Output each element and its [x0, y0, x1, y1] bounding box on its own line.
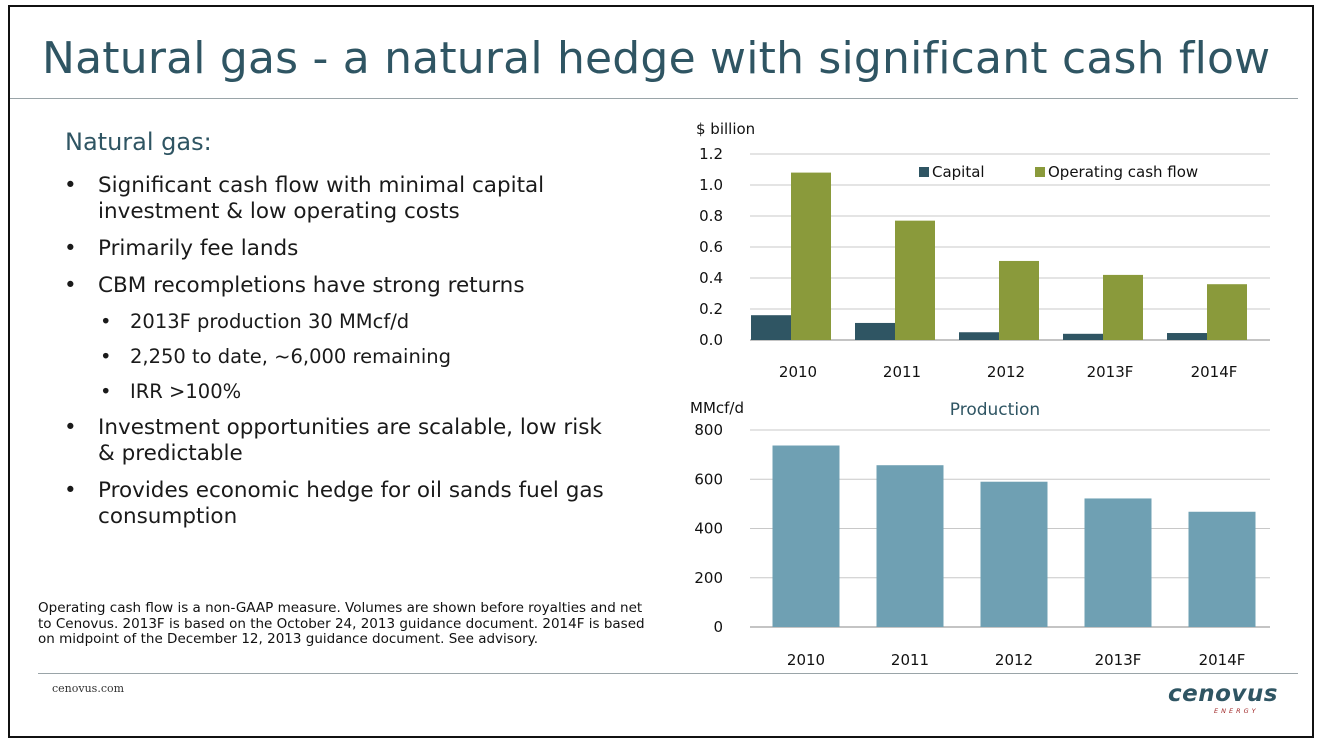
title-divider — [10, 98, 1298, 99]
cash-flow-chart: $ billion 0.0 0.2 0.4 0.6 0.8 1.0 1.2 2010 2011 20… — [696, 120, 1270, 381]
bullet-list: Significant cash flow with minimal capit… — [62, 173, 622, 541]
website-link[interactable]: cenovus.com — [52, 682, 125, 695]
slide-title: Natural gas - a natural hedge with signi… — [42, 33, 1271, 84]
bullet-item: Primarily fee lands — [62, 236, 622, 262]
logo-wordmark: cenovus — [1168, 681, 1278, 707]
logo-tagline: ENERGY — [1214, 707, 1259, 715]
bar-operating-cash-flow — [999, 260, 1039, 340]
legend-label-capital: Capital — [932, 163, 985, 181]
bar-capital — [1063, 333, 1103, 340]
bar-operating-cash-flow — [895, 220, 935, 340]
y-tick-label: 200 — [694, 569, 723, 587]
y-tick-label: 0.0 — [699, 331, 723, 349]
bar-operating-cash-flow — [1207, 284, 1247, 340]
section-subhead: Natural gas: — [65, 128, 212, 156]
y-tick-label: 0.4 — [699, 269, 723, 287]
y-tick-label: 0 — [713, 618, 723, 636]
production-chart: MMcf/d Production 0 200 400 600 800 2010 2011 201… — [690, 399, 1270, 669]
legend-swatch-capital — [919, 167, 929, 177]
y-tick-label: 1.0 — [699, 176, 723, 194]
footnote: Operating cash flow is a non-GAAP measur… — [38, 600, 645, 647]
y-tick-label: 0.8 — [699, 207, 723, 225]
x-tick-label: 2013F — [1087, 363, 1134, 381]
x-tick-label: 2014F — [1191, 363, 1238, 381]
x-tick-label: 2014F — [1199, 651, 1246, 669]
bar-capital — [959, 332, 999, 340]
footer-divider — [38, 673, 1298, 674]
x-tick-label: 2012 — [995, 651, 1033, 669]
bullet-item: CBM recompletions have strong returns — [62, 273, 622, 299]
y-tick-label: 0.2 — [699, 300, 723, 318]
bullet-item: Provides economic hedge for oil sands fu… — [62, 478, 622, 530]
y-tick-label: 800 — [694, 421, 723, 439]
x-tick-label: 2011 — [891, 651, 929, 669]
sub-bullet-item: IRR >100% — [62, 380, 622, 404]
chart-title: Production — [950, 400, 1040, 420]
bar-production — [1084, 498, 1152, 627]
y-axis-label: $ billion — [696, 120, 755, 138]
bar-production — [980, 481, 1048, 627]
slide: Natural gas - a natural hedge with signi… — [8, 5, 1314, 738]
bar-production — [772, 445, 840, 627]
legend-swatch-operating-cash-flow — [1035, 167, 1045, 177]
x-tick-label: 2010 — [779, 363, 817, 381]
sub-bullet-item: 2013F production 30 MMcf/d — [62, 310, 622, 334]
y-axis-label: MMcf/d — [690, 399, 744, 417]
y-tick-label: 0.6 — [699, 238, 723, 256]
x-tick-label: 2012 — [987, 363, 1025, 381]
bullet-item: Investment opportunities are scalable, l… — [62, 415, 622, 467]
bullet-item: Significant cash flow with minimal capit… — [62, 173, 622, 225]
bar-production — [1188, 511, 1256, 627]
bar-operating-cash-flow — [791, 172, 831, 340]
bar-operating-cash-flow — [1103, 274, 1143, 340]
y-tick-label: 600 — [694, 470, 723, 488]
sub-bullet-item: 2,250 to date, ~6,000 remaining — [62, 345, 622, 369]
cenovus-logo: cenovus ENERGY — [1168, 681, 1283, 721]
bar-capital — [855, 322, 895, 340]
x-tick-label: 2013F — [1095, 651, 1142, 669]
bar-capital — [1167, 333, 1207, 340]
y-tick-label: 1.2 — [699, 145, 723, 163]
x-tick-label: 2011 — [883, 363, 921, 381]
legend-label-operating-cash-flow: Operating cash flow — [1048, 163, 1198, 181]
y-tick-label: 400 — [694, 520, 723, 538]
bar-capital — [751, 315, 791, 340]
x-tick-label: 2010 — [787, 651, 825, 669]
bar-production — [876, 465, 944, 627]
